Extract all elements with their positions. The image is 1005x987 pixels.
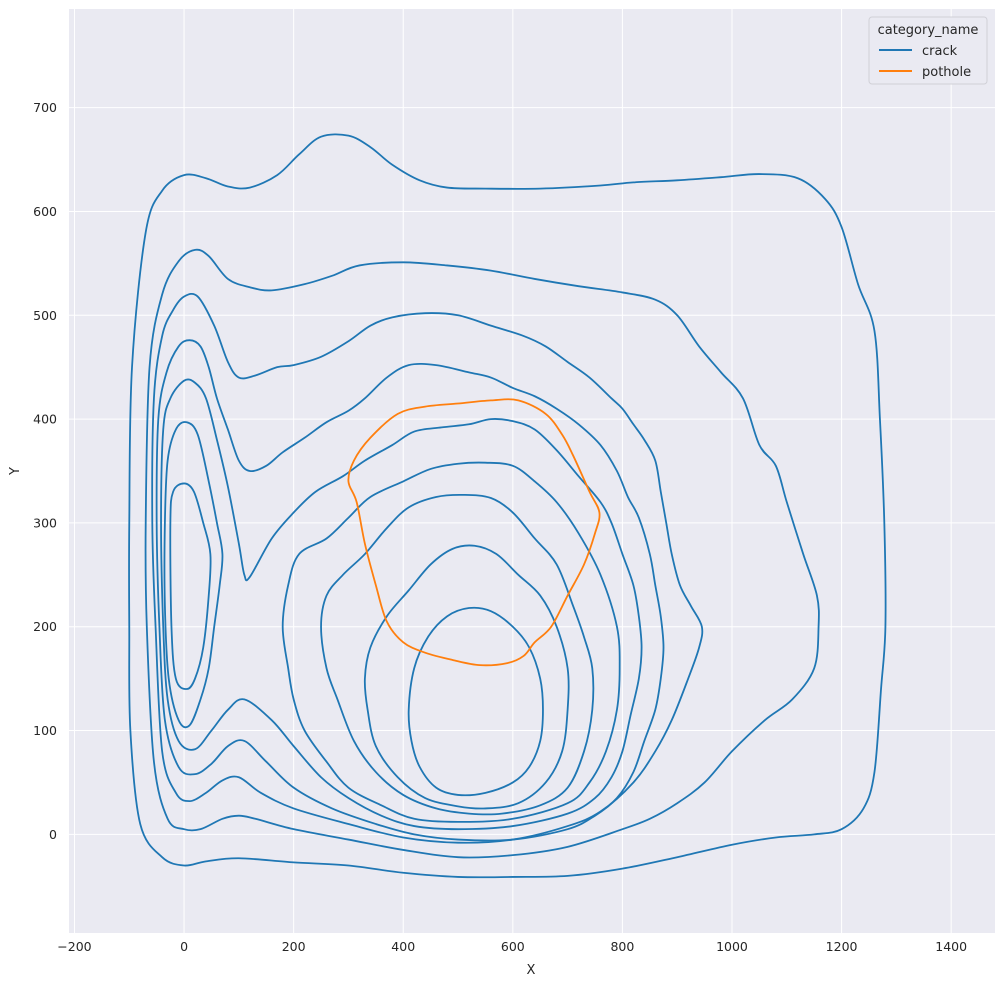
legend-title: category_name — [878, 23, 979, 38]
y-tick-label: 0 — [49, 827, 57, 842]
crack-contour-level-6 — [163, 421, 224, 729]
legend: category_name crack pothole — [868, 16, 988, 85]
crack-contour-level-10 — [363, 544, 570, 810]
crack-contour-level-11 — [407, 606, 544, 797]
crack-contour-level-1 — [128, 133, 887, 879]
y-axis-title: Y — [8, 467, 23, 476]
legend-label-crack: crack — [922, 44, 958, 59]
x-tick-label: 800 — [610, 939, 634, 954]
y-tick-label: 400 — [33, 412, 57, 427]
x-tick-label: −200 — [57, 939, 91, 954]
y-tick-label: 700 — [33, 100, 57, 115]
y-tick-label: 600 — [33, 204, 57, 219]
x-tick-label: 1200 — [826, 939, 858, 954]
legend-label-pothole: pothole — [922, 65, 971, 80]
x-axis-title: X — [527, 963, 536, 978]
x-tick-label: 200 — [282, 939, 306, 954]
tick-labels: −200 0 200 400 600 800 1000 1200 1400 0 100 200 300 4… — [33, 100, 967, 954]
y-tick-label: 100 — [33, 723, 57, 738]
x-tick-label: 400 — [391, 939, 415, 954]
x-tick-label: 1400 — [935, 939, 967, 954]
y-tick-label: 500 — [33, 308, 57, 323]
crack-contour-level-9 — [320, 493, 595, 816]
legend-box — [868, 16, 988, 85]
contour-lines — [128, 133, 887, 879]
x-tick-label: 1000 — [716, 939, 748, 954]
y-tick-label: 300 — [33, 515, 57, 530]
pothole-contour-level-1 — [347, 398, 601, 667]
crack-contour-level-4 — [155, 339, 665, 842]
x-tick-label: 0 — [180, 939, 188, 954]
x-tick-label: 600 — [501, 939, 525, 954]
crack-contour-level-3 — [151, 292, 704, 844]
crack-contour-level-5 — [160, 378, 643, 831]
crack-contour-level-2 — [144, 248, 820, 859]
crack-contour-level-8 — [281, 461, 621, 823]
crack-contour-level-7 — [169, 482, 212, 690]
y-tick-label: 200 — [33, 619, 57, 634]
grid-lines — [69, 9, 995, 933]
